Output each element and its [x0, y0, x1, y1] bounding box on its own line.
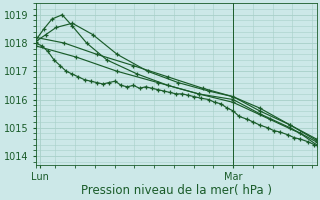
X-axis label: Pression niveau de la mer( hPa ): Pression niveau de la mer( hPa ) [81, 184, 272, 197]
